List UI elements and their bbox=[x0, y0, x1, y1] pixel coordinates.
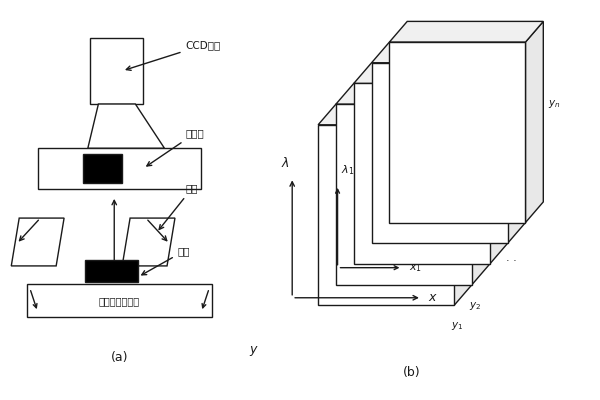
Text: y: y bbox=[250, 343, 257, 356]
Text: (b): (b) bbox=[403, 366, 421, 380]
Polygon shape bbox=[490, 63, 508, 264]
Text: y$_1$: y$_1$ bbox=[451, 320, 464, 332]
Bar bbox=[27, 284, 212, 318]
Polygon shape bbox=[389, 42, 526, 222]
Text: λ: λ bbox=[282, 157, 289, 170]
Text: y$_n$: y$_n$ bbox=[548, 98, 561, 110]
Polygon shape bbox=[88, 104, 164, 148]
Bar bbox=[83, 154, 122, 183]
Polygon shape bbox=[508, 42, 526, 243]
Text: 光源: 光源 bbox=[159, 184, 198, 230]
Text: λ$_1$: λ$_1$ bbox=[341, 164, 354, 178]
Text: x: x bbox=[428, 291, 436, 304]
Polygon shape bbox=[526, 22, 544, 222]
Text: 光谱仪: 光谱仪 bbox=[147, 128, 204, 166]
Text: x$_1$: x$_1$ bbox=[409, 262, 422, 274]
Polygon shape bbox=[336, 104, 472, 285]
Text: 电控移动载物台: 电控移动载物台 bbox=[99, 296, 140, 306]
Polygon shape bbox=[318, 104, 472, 125]
Polygon shape bbox=[318, 125, 454, 305]
Polygon shape bbox=[371, 63, 508, 243]
Text: y$_2$: y$_2$ bbox=[469, 300, 481, 312]
Text: 样品: 样品 bbox=[142, 246, 190, 275]
Polygon shape bbox=[336, 84, 490, 104]
Polygon shape bbox=[354, 84, 490, 264]
Polygon shape bbox=[371, 42, 526, 63]
Polygon shape bbox=[472, 84, 490, 285]
Text: (a): (a) bbox=[111, 352, 128, 364]
Polygon shape bbox=[389, 22, 544, 42]
Polygon shape bbox=[122, 218, 175, 266]
Text: CCD相机: CCD相机 bbox=[126, 40, 221, 70]
Polygon shape bbox=[354, 63, 508, 84]
Bar bbox=[91, 38, 143, 104]
Bar bbox=[85, 260, 138, 282]
Bar bbox=[38, 148, 202, 189]
Polygon shape bbox=[11, 218, 64, 266]
Text: · ·: · · bbox=[506, 256, 516, 266]
Polygon shape bbox=[454, 104, 472, 305]
